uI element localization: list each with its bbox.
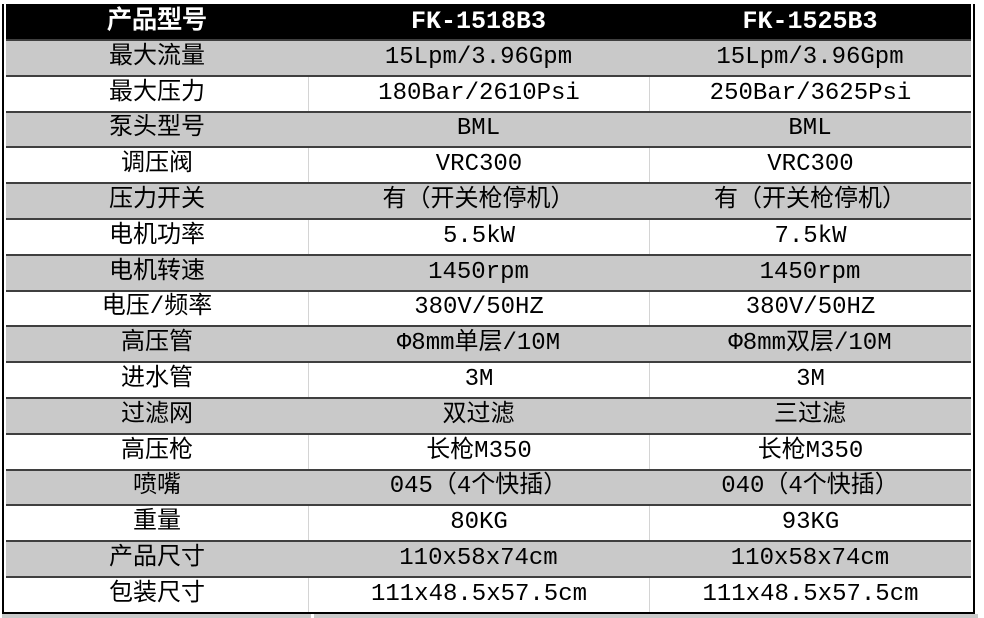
spec-label-cell: 电机转速 bbox=[109, 258, 205, 286]
header-model-label: 产品型号 bbox=[106, 7, 207, 36]
spec-value-cell-model1: 有（开关枪停机） bbox=[382, 187, 575, 215]
spec-label-cell: 电机功率 bbox=[109, 222, 205, 250]
spec-value-cell-model1: 111x48.5x57.5cm bbox=[308, 577, 649, 612]
spec-value-cell-model2: 3M bbox=[649, 363, 971, 397]
spec-label-cell: 调压阀 bbox=[121, 151, 193, 179]
spec-value-cell-model1: 长枪M350 bbox=[308, 434, 649, 469]
spec-value-cell-model2: 1450rpm bbox=[759, 258, 861, 286]
spec-value-cell-model2: VRC300 bbox=[649, 148, 971, 183]
spec-value-cell-model2: 110x58x74cm bbox=[730, 545, 890, 573]
spec-table: 产品型号 FK-1518B3 FK-1525B3 最大流量 15Lpm/3.96G… bbox=[2, 4, 975, 615]
spec-label-cell: 电压/频率 bbox=[101, 294, 213, 322]
table-row: 过滤网 双过滤 三过滤 bbox=[6, 396, 971, 433]
spec-label-cell: 泵头型号 bbox=[109, 115, 205, 143]
table-row: 喷嘴 045（4个快插） 040（4个快插） bbox=[6, 468, 971, 505]
table-row: 进水管 3M 3M bbox=[6, 361, 971, 397]
spec-value-cell-model2: BML bbox=[788, 115, 832, 143]
table-row: 泵头型号 BML BML bbox=[6, 110, 971, 147]
spec-value-cell-model2: 三过滤 bbox=[774, 401, 846, 429]
spec-value-cell-model1: 110x58x74cm bbox=[399, 545, 558, 573]
table-row: 电机转速 1450rpm 1450rpm bbox=[6, 253, 971, 290]
table-row: 重量 80KG 93KG bbox=[6, 504, 971, 541]
spec-value-cell-model2: 有（开关枪停机） bbox=[714, 187, 906, 215]
spec-value-cell-model2: Φ8mm双层/10M bbox=[728, 330, 892, 358]
spec-label-cell: 重量 bbox=[133, 509, 181, 537]
spec-value-cell-model1: VRC300 bbox=[308, 148, 649, 183]
spec-value-cell-model2: 长枪M350 bbox=[649, 434, 971, 469]
spec-value-cell-model2: 111x48.5x57.5cm bbox=[649, 577, 971, 612]
table-row: 调压阀 VRC300 VRC300 bbox=[6, 146, 971, 183]
spec-value-cell-model1: 3M bbox=[308, 363, 649, 397]
table-row: 高压管 Φ8mm单层/10M Φ8mm双层/10M bbox=[6, 325, 971, 362]
spec-value-cell-model1: 380V/50HZ bbox=[308, 291, 649, 326]
header-model-2: FK-1525B3 bbox=[742, 7, 878, 36]
spec-value-cell-model2: 15Lpm/3.96Gpm bbox=[716, 43, 904, 71]
table-row: 产品尺寸 110x58x74cm 110x58x74cm bbox=[6, 540, 971, 576]
spec-label-cell: 包装尺寸 bbox=[109, 580, 205, 608]
table-row: 压力开关 有（开关枪停机） 有（开关枪停机） bbox=[6, 182, 971, 218]
spec-value-cell-model1: 180Bar/2610Psi bbox=[308, 76, 649, 111]
spec-value-cell-model1: 双过滤 bbox=[442, 401, 515, 429]
spec-label-cell: 进水管 bbox=[121, 366, 193, 394]
table-header-row: 产品型号 FK-1518B3 FK-1525B3 bbox=[6, 4, 971, 39]
spec-value-cell-model1: 80KG bbox=[308, 506, 649, 541]
spec-label-cell: 压力开关 bbox=[109, 187, 205, 215]
spec-value-cell-model1: 5.5kW bbox=[308, 219, 649, 254]
spec-label-cell: 高压枪 bbox=[121, 437, 193, 465]
spec-label-cell: 喷嘴 bbox=[133, 473, 181, 501]
spec-value-cell-model1: Φ8mm单层/10M bbox=[396, 330, 561, 358]
spec-label-cell: 最大压力 bbox=[109, 79, 205, 107]
table-row: 高压枪 长枪M350 长枪M350 bbox=[6, 432, 971, 469]
spec-label-cell: 过滤网 bbox=[121, 401, 193, 429]
cropped-next-row-sliver bbox=[2, 614, 978, 618]
spec-rows: 最大流量 15Lpm/3.96Gpm 15Lpm/3.96Gpm 最大压力 180Bar… bbox=[6, 39, 971, 612]
spec-label-cell: 高压管 bbox=[121, 330, 193, 358]
spec-value-cell-model2: 93KG bbox=[649, 506, 971, 541]
table-row: 电压/频率 380V/50HZ 380V/50HZ bbox=[6, 289, 971, 326]
spec-value-cell-model1: 045（4个快插） bbox=[389, 473, 568, 501]
spec-value-cell-model1: 1450rpm bbox=[428, 258, 529, 286]
spec-label-cell: 最大流量 bbox=[109, 43, 205, 71]
spec-label-cell: 产品尺寸 bbox=[109, 545, 205, 573]
spec-value-cell-model2: 7.5kW bbox=[649, 219, 971, 254]
spec-value-cell-model2: 040（4个快插） bbox=[721, 473, 899, 501]
gridline-notch bbox=[311, 614, 314, 618]
table-row: 电机功率 5.5kW 7.5kW bbox=[6, 217, 971, 254]
spec-value-cell-model1: 15Lpm/3.96Gpm bbox=[384, 43, 573, 71]
header-model-1: FK-1518B3 bbox=[410, 7, 547, 36]
table-row: 最大流量 15Lpm/3.96Gpm 15Lpm/3.96Gpm bbox=[6, 39, 971, 75]
table-row: 最大压力 180Bar/2610Psi 250Bar/3625Psi bbox=[6, 74, 971, 111]
spec-value-cell-model2: 380V/50HZ bbox=[649, 291, 971, 326]
table-row: 包装尺寸 111x48.5x57.5cm 111x48.5x57.5cm bbox=[6, 575, 971, 612]
spec-value-cell-model2: 250Bar/3625Psi bbox=[649, 76, 971, 111]
spec-value-cell-model1: BML bbox=[456, 115, 501, 143]
